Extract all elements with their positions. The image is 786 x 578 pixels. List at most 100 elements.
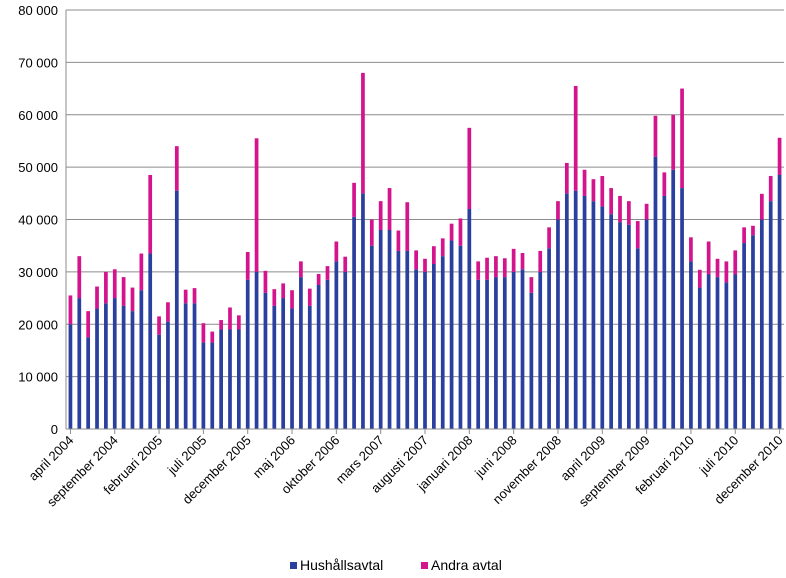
bar-hushallsavtal	[343, 271, 348, 429]
bar-hushallsavtal	[334, 261, 339, 429]
bar-andra-avtal	[369, 219, 374, 246]
y-tick-label: 70 000	[18, 55, 58, 70]
bar-andra-avtal	[77, 256, 82, 299]
bar-hushallsavtal	[245, 279, 250, 429]
bar-andra-avtal	[174, 146, 179, 191]
bar-andra-avtal	[751, 225, 755, 236]
y-tick-label: 40 000	[18, 213, 58, 228]
bar-hushallsavtal	[494, 277, 498, 429]
y-tick-label: 50 000	[18, 160, 58, 175]
bar-hushallsavtal	[263, 292, 268, 429]
bar-hushallsavtal	[352, 216, 356, 429]
y-tick-label: 0	[51, 422, 58, 437]
bar-hushallsavtal	[272, 305, 277, 429]
bar-hushallsavtal	[77, 298, 82, 429]
bar-hushallsavtal	[210, 342, 215, 429]
bar-andra-avtal	[582, 169, 587, 196]
bar-hushallsavtal	[697, 287, 702, 429]
bar-hushallsavtal	[591, 201, 596, 429]
y-tick-label: 30 000	[18, 265, 58, 280]
bar-andra-avtal	[68, 295, 73, 325]
bar-andra-avtal	[449, 223, 454, 241]
bar-hushallsavtal	[485, 279, 489, 429]
bar-andra-avtal	[609, 188, 614, 215]
bar-hushallsavtal	[600, 206, 605, 429]
bar-andra-avtal	[591, 179, 596, 202]
bar-andra-avtal	[520, 253, 525, 270]
bar-hushallsavtal	[715, 277, 720, 429]
bar-andra-avtal	[387, 188, 392, 230]
bar-andra-avtal	[236, 315, 241, 330]
bar-hushallsavtal	[538, 271, 543, 429]
bar-hushallsavtal	[724, 282, 729, 429]
bar-hushallsavtal	[192, 303, 197, 429]
legend: Hushållsavtal Andra avtal	[290, 557, 502, 573]
bar-hushallsavtal	[157, 334, 161, 429]
bar-andra-avtal	[95, 286, 99, 309]
bar-andra-avtal	[432, 246, 436, 265]
bar-hushallsavtal	[662, 195, 667, 429]
bar-andra-avtal	[742, 227, 746, 244]
bar-hushallsavtal	[281, 298, 286, 429]
bar-andra-avtal	[210, 331, 215, 343]
bar-hushallsavtal	[635, 248, 640, 429]
bar-andra-avtal	[157, 316, 161, 335]
bar-andra-avtal	[476, 261, 481, 280]
bar-hushallsavtal	[201, 342, 206, 429]
y-tick-label: 20 000	[18, 317, 58, 332]
bar-andra-avtal	[201, 323, 206, 343]
bar-andra-avtal	[352, 182, 356, 217]
bar-andra-avtal	[166, 302, 170, 322]
bar-andra-avtal	[600, 176, 605, 207]
bar-hushallsavtal	[573, 190, 578, 429]
bar-hushallsavtal	[706, 274, 711, 429]
bar-hushallsavtal	[130, 311, 135, 429]
bar-hushallsavtal	[671, 169, 676, 429]
bar-andra-avtal	[697, 269, 702, 288]
bar-hushallsavtal	[458, 245, 463, 429]
bar-andra-avtal	[263, 270, 268, 293]
bar-andra-avtal	[104, 271, 108, 304]
legend-label: Hushållsavtal	[300, 557, 383, 573]
bar-andra-avtal	[671, 114, 676, 170]
bar-andra-avtal	[219, 320, 223, 330]
bars	[68, 72, 782, 429]
bar-hushallsavtal	[768, 201, 773, 429]
bar-andra-avtal	[485, 257, 489, 280]
bar-hushallsavtal	[378, 229, 383, 429]
bar-hushallsavtal	[414, 269, 418, 429]
bar-hushallsavtal	[582, 195, 587, 429]
bar-andra-avtal	[325, 266, 330, 280]
bar-hushallsavtal	[751, 235, 755, 429]
bar-andra-avtal	[689, 237, 693, 262]
bar-andra-avtal	[130, 287, 135, 312]
bar-andra-avtal	[112, 269, 117, 299]
legend-label: Andra avtal	[431, 557, 502, 573]
bar-andra-avtal	[121, 277, 126, 306]
bar-hushallsavtal	[166, 321, 170, 429]
y-axis: 0 10 000 20 000 30 000 40 000 50 000 60 000 70 …	[18, 3, 67, 437]
y-tick-label: 80 000	[18, 3, 58, 18]
bar-hushallsavtal	[529, 292, 534, 429]
bar-andra-avtal	[183, 289, 188, 304]
bar-andra-avtal	[627, 201, 631, 225]
bar-hushallsavtal	[511, 271, 516, 429]
bar-hushallsavtal	[618, 222, 622, 429]
bar-andra-avtal	[334, 241, 339, 262]
bar-hushallsavtal	[520, 269, 525, 429]
bar-andra-avtal	[378, 201, 383, 230]
bar-hushallsavtal	[432, 264, 436, 429]
bar-andra-avtal	[245, 251, 250, 280]
bar-hushallsavtal	[653, 156, 658, 429]
bar-hushallsavtal	[86, 337, 91, 429]
bar-hushallsavtal	[547, 248, 551, 429]
bar-hushallsavtal	[95, 308, 99, 429]
bar-hushallsavtal	[564, 193, 569, 429]
bar-andra-avtal	[538, 250, 543, 272]
bar-hushallsavtal	[361, 193, 365, 429]
bar-hushallsavtal	[104, 303, 108, 429]
x-tick-label: juli 2010	[696, 433, 742, 479]
y-tick-label: 60 000	[18, 108, 58, 123]
bar-andra-avtal	[759, 193, 764, 220]
bar-andra-avtal	[733, 250, 738, 275]
